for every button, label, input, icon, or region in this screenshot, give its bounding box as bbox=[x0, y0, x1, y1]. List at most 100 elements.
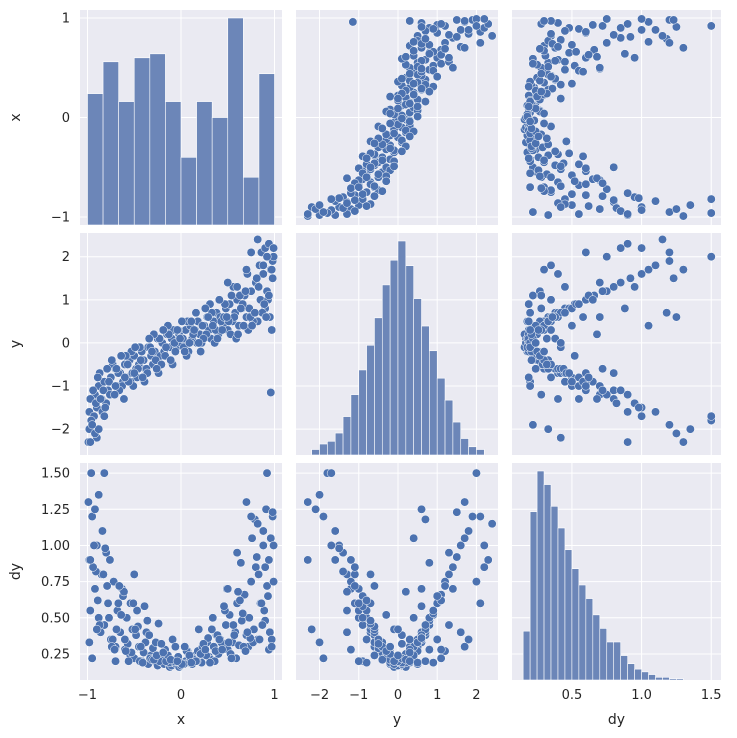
histogram-bar bbox=[327, 440, 336, 456]
scatter-point bbox=[623, 390, 633, 400]
scatter-point bbox=[83, 497, 93, 507]
scatter-point bbox=[246, 577, 256, 587]
scatter-point bbox=[189, 325, 199, 335]
scatter-point bbox=[397, 74, 407, 84]
scatter-point bbox=[574, 209, 584, 219]
scatter-point bbox=[120, 635, 130, 644]
scatter-point bbox=[264, 555, 274, 565]
scatter-point bbox=[678, 211, 688, 221]
scatter-point bbox=[138, 658, 148, 668]
scatter-point bbox=[464, 25, 474, 35]
scatter-point bbox=[98, 569, 108, 579]
scatter-point bbox=[362, 595, 372, 605]
scatter-point bbox=[556, 94, 566, 104]
scatter-point bbox=[528, 59, 538, 69]
scatter-point bbox=[166, 355, 176, 365]
scatter-point bbox=[417, 84, 426, 94]
scatter-point bbox=[543, 62, 553, 72]
scatter-point bbox=[637, 14, 647, 24]
scatter-point bbox=[147, 347, 157, 356]
histogram-bar bbox=[476, 449, 485, 456]
histogram-bar bbox=[606, 641, 615, 681]
scatter-point bbox=[452, 15, 462, 25]
y-axis-label: x bbox=[8, 113, 24, 121]
scatter-point bbox=[389, 161, 399, 171]
histogram-bar bbox=[350, 394, 360, 456]
scatter-point bbox=[112, 624, 121, 634]
scatter-point bbox=[208, 321, 218, 331]
scatter-point bbox=[84, 637, 94, 647]
scatter-point bbox=[581, 27, 591, 37]
histogram-bar bbox=[311, 449, 320, 456]
scatter-point bbox=[136, 642, 146, 652]
scatter-point bbox=[405, 69, 415, 79]
scatter-point bbox=[227, 653, 236, 663]
scatter-point bbox=[369, 650, 379, 660]
panel-x-vs-x bbox=[80, 10, 282, 226]
y-tick-label: 1.50 bbox=[41, 467, 70, 482]
scatter-point bbox=[581, 163, 591, 173]
scatter-point bbox=[471, 21, 481, 31]
scatter-point bbox=[413, 102, 423, 112]
histogram-bar bbox=[196, 101, 213, 226]
scatter-point bbox=[581, 247, 591, 257]
y-tick-label: 2 bbox=[62, 250, 70, 265]
scatter-point bbox=[525, 168, 535, 178]
scatter-point bbox=[448, 63, 458, 73]
scatter-point bbox=[671, 312, 681, 322]
scatter-point bbox=[123, 360, 133, 369]
scatter-point bbox=[428, 658, 438, 668]
scatter-point bbox=[440, 581, 450, 591]
scatter-point bbox=[525, 381, 535, 391]
scatter-point bbox=[161, 342, 171, 352]
scatter-point bbox=[539, 119, 549, 128]
scatter-point bbox=[620, 49, 630, 59]
x-axis-label: dy bbox=[608, 712, 625, 728]
scatter-point bbox=[366, 616, 375, 626]
scatter-point bbox=[99, 411, 109, 421]
scatter-point bbox=[87, 653, 97, 663]
scatter-point bbox=[246, 512, 256, 521]
scatter-point bbox=[350, 195, 360, 205]
scatter-point bbox=[113, 598, 123, 608]
scatter-point bbox=[144, 334, 154, 344]
scatter-point bbox=[130, 624, 140, 634]
scatter-point bbox=[464, 635, 474, 644]
scatter-point bbox=[358, 613, 368, 623]
scatter-point bbox=[524, 299, 534, 309]
scatter-point bbox=[452, 552, 462, 562]
scatter-point bbox=[307, 624, 317, 634]
scatter-point bbox=[539, 347, 549, 356]
histogram-bar bbox=[543, 484, 552, 681]
scatter-point bbox=[255, 635, 265, 644]
histogram-bar bbox=[413, 298, 422, 456]
scatter-point bbox=[420, 514, 430, 524]
scatter-point bbox=[428, 606, 438, 616]
scatter-point bbox=[625, 32, 635, 42]
scatter-point bbox=[405, 117, 415, 126]
scatter-point bbox=[468, 512, 477, 521]
scatter-point bbox=[267, 642, 277, 652]
histogram-bar bbox=[374, 317, 383, 456]
scatter-point bbox=[405, 648, 415, 657]
scatter-point bbox=[214, 295, 224, 305]
scatter-point bbox=[471, 468, 481, 478]
scatter-point bbox=[536, 69, 546, 79]
scatter-point bbox=[592, 52, 602, 62]
scatter-point bbox=[546, 172, 556, 182]
scatter-point bbox=[678, 43, 688, 53]
scatter-point bbox=[630, 53, 640, 63]
scatter-point bbox=[94, 424, 104, 434]
scatter-point bbox=[269, 541, 279, 550]
scatter-point bbox=[219, 601, 229, 611]
scatter-point bbox=[92, 624, 102, 634]
panel-y-vs-y bbox=[296, 233, 498, 456]
scatter-point bbox=[536, 390, 546, 400]
x-tick-label: 1 bbox=[433, 688, 441, 703]
scatter-point bbox=[393, 94, 403, 104]
panel-dy-vs-x bbox=[80, 463, 282, 680]
scatter-point bbox=[567, 40, 577, 50]
scatter-point bbox=[393, 650, 403, 660]
scatter-point bbox=[369, 191, 379, 201]
scatter-point bbox=[85, 555, 95, 565]
